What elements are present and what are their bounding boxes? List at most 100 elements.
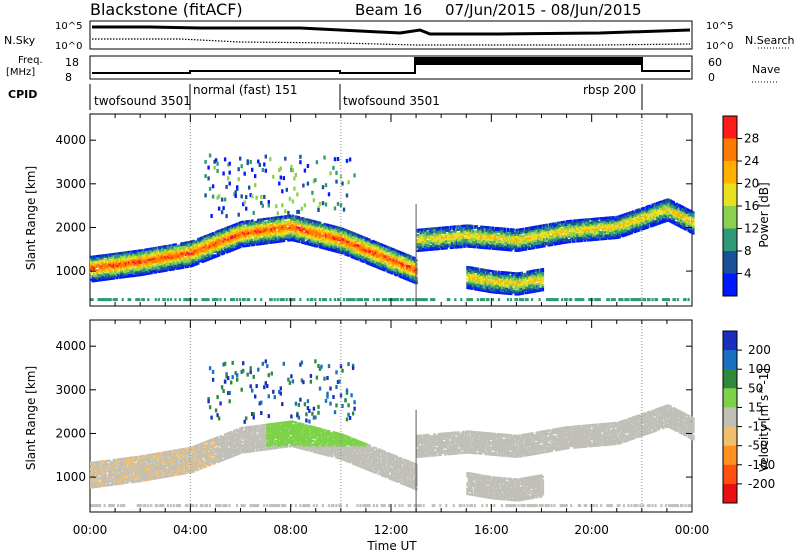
range-cell bbox=[196, 258, 200, 262]
range-cell bbox=[216, 244, 219, 247]
range-cell bbox=[394, 249, 397, 252]
range-cell bbox=[257, 224, 260, 227]
range-cell bbox=[240, 226, 244, 229]
range-cell bbox=[404, 263, 408, 267]
range-cell bbox=[183, 250, 186, 253]
range-cell bbox=[341, 181, 344, 186]
range-cell bbox=[377, 298, 380, 302]
range-cell bbox=[115, 257, 119, 260]
range-cell bbox=[181, 256, 185, 259]
range-cell bbox=[121, 272, 125, 275]
range-cell bbox=[314, 236, 317, 239]
range-cell bbox=[106, 257, 110, 260]
range-cell bbox=[448, 238, 451, 241]
range-cell bbox=[181, 243, 185, 247]
range-cell bbox=[273, 237, 277, 240]
range-cell bbox=[251, 240, 254, 243]
range-cell bbox=[389, 259, 393, 262]
range-cell bbox=[249, 238, 253, 242]
range-cell bbox=[401, 264, 405, 267]
range-cell bbox=[180, 242, 183, 245]
range-cell bbox=[418, 298, 421, 302]
range-cell bbox=[136, 268, 140, 272]
range-cell bbox=[318, 201, 322, 206]
range-cell bbox=[220, 230, 224, 233]
range-cell bbox=[111, 263, 114, 266]
range-cell bbox=[169, 266, 173, 270]
range-cell bbox=[210, 251, 213, 255]
range-cell bbox=[109, 274, 113, 277]
range-cell bbox=[127, 252, 131, 255]
range-cell bbox=[193, 240, 197, 244]
range-cell bbox=[315, 233, 319, 236]
range-cell bbox=[336, 235, 340, 238]
range-cell bbox=[141, 259, 144, 262]
range-cell bbox=[372, 244, 376, 247]
range-cell bbox=[290, 217, 293, 221]
range-cell bbox=[166, 256, 170, 260]
range-cell bbox=[296, 217, 299, 220]
range-cell bbox=[424, 242, 427, 245]
range-cell bbox=[287, 221, 290, 225]
range-cell bbox=[227, 231, 230, 234]
range-cell bbox=[177, 256, 180, 260]
range-cell bbox=[395, 267, 399, 270]
range-cell bbox=[332, 228, 335, 231]
range-cell bbox=[154, 250, 158, 253]
range-cell bbox=[317, 228, 320, 231]
range-cell bbox=[246, 230, 250, 233]
range-cell bbox=[106, 274, 110, 277]
range-cell bbox=[329, 234, 332, 238]
range-cell bbox=[269, 224, 272, 227]
range-cell bbox=[239, 226, 242, 229]
range-cell bbox=[354, 238, 358, 241]
range-cell bbox=[270, 229, 274, 232]
range-cell bbox=[231, 226, 235, 229]
range-cell bbox=[350, 234, 353, 238]
range-cell bbox=[317, 208, 320, 212]
range-cell bbox=[97, 254, 101, 258]
range-cell bbox=[204, 193, 207, 198]
range-cell bbox=[198, 247, 201, 251]
range-cell bbox=[237, 239, 241, 242]
range-cell bbox=[434, 242, 438, 246]
range-cell bbox=[248, 235, 251, 238]
range-cell bbox=[248, 226, 251, 230]
range-cell bbox=[278, 236, 281, 240]
range-cell bbox=[154, 271, 158, 274]
range-cell bbox=[135, 270, 138, 274]
range-cell bbox=[208, 242, 212, 245]
range-cell bbox=[345, 238, 349, 241]
range-cell bbox=[189, 261, 192, 264]
range-cell bbox=[293, 236, 296, 239]
range-cell bbox=[318, 226, 322, 230]
range-cell bbox=[348, 234, 352, 237]
range-cell bbox=[127, 298, 130, 302]
range-cell bbox=[138, 249, 141, 252]
range-cell bbox=[326, 232, 329, 235]
range-cell bbox=[395, 251, 399, 254]
range-cell bbox=[308, 232, 311, 236]
range-cell bbox=[190, 264, 194, 268]
range-cell bbox=[365, 261, 368, 265]
range-cell bbox=[199, 252, 203, 255]
range-cell bbox=[443, 243, 447, 247]
range-cell bbox=[237, 237, 241, 241]
range-cell bbox=[106, 272, 110, 276]
range-cell bbox=[421, 237, 424, 240]
range-cell bbox=[237, 230, 241, 234]
range-cell bbox=[225, 228, 228, 231]
range-cell bbox=[264, 231, 268, 234]
range-cell bbox=[193, 246, 197, 249]
range-cell bbox=[353, 255, 356, 258]
range-cell bbox=[421, 230, 424, 233]
range-cell bbox=[154, 248, 158, 251]
range-cell bbox=[270, 298, 273, 302]
range-cell bbox=[379, 260, 382, 263]
range-cell bbox=[269, 239, 272, 243]
range-cell bbox=[263, 226, 266, 229]
range-cell bbox=[207, 240, 210, 244]
range-cell bbox=[255, 224, 259, 227]
range-cell bbox=[220, 240, 224, 244]
range-cell bbox=[427, 234, 430, 238]
